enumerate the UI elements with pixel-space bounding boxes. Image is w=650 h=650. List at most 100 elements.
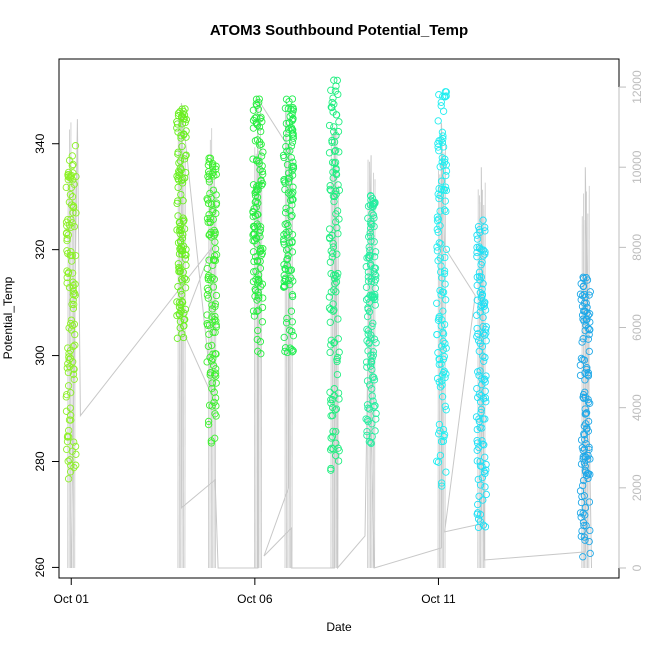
data-point [437, 268, 445, 276]
data-point [71, 251, 80, 260]
data-point [433, 247, 442, 255]
data-point [211, 302, 219, 311]
data-point [365, 405, 374, 413]
data-point [330, 306, 338, 314]
data-point [175, 265, 183, 273]
data-point [280, 333, 288, 342]
data-point [328, 158, 337, 167]
data-point [67, 319, 75, 328]
data-point [473, 425, 481, 434]
data-point [369, 397, 377, 405]
data-point [207, 437, 215, 445]
data-point [179, 197, 187, 205]
data-point [205, 175, 213, 183]
data-point [475, 371, 483, 380]
x-tick-label: Oct 01 [54, 592, 90, 606]
data-point [442, 167, 451, 175]
data-point [69, 365, 78, 373]
data-point [331, 280, 339, 288]
data-point [211, 252, 219, 260]
data-point [438, 393, 447, 401]
data-point [65, 198, 74, 206]
data-point [180, 316, 188, 324]
data-point [365, 298, 374, 306]
data-point [282, 119, 291, 128]
data-point [67, 215, 75, 224]
data-point [255, 278, 263, 286]
data-point [178, 142, 186, 151]
data-point [334, 181, 342, 189]
data-point [363, 431, 371, 440]
data-point [481, 298, 489, 306]
data-point [281, 344, 290, 352]
data-point [370, 268, 378, 276]
data-point [203, 214, 212, 223]
data-point [287, 142, 296, 150]
data-point [259, 245, 267, 253]
data-point [442, 468, 450, 476]
data-point [371, 290, 379, 299]
data-point [69, 281, 77, 290]
y-axis-left: 260 280 300 320 340 [33, 133, 60, 577]
data-point [65, 349, 73, 358]
data-point [66, 411, 75, 419]
data-point [579, 282, 587, 291]
data-point [211, 228, 219, 237]
data-point [69, 296, 77, 304]
data-point [325, 293, 334, 301]
data-point [583, 470, 591, 478]
data-point [326, 388, 334, 396]
data-point [481, 469, 489, 478]
data-point [578, 338, 586, 346]
data-point [584, 395, 592, 404]
data-point [478, 258, 486, 266]
data-point [70, 438, 78, 446]
y-axis-right: 0 2000 4000 6000 8000 10000 12000 [618, 70, 644, 571]
data-point [177, 306, 185, 314]
data-point [284, 189, 292, 197]
data-point [367, 351, 375, 359]
data-point [437, 360, 445, 368]
data-point [363, 363, 371, 371]
data-point [177, 132, 185, 140]
data-point [481, 331, 489, 339]
data-point [437, 240, 445, 248]
data-point [584, 474, 592, 483]
data-point [441, 155, 449, 163]
data-point [582, 409, 591, 417]
data-point [479, 329, 487, 338]
data-point [180, 155, 189, 163]
data-point [209, 208, 217, 216]
data-point [211, 256, 220, 265]
data-point [209, 186, 218, 194]
data-point [332, 405, 341, 413]
data-point [335, 148, 343, 156]
data-point [579, 518, 588, 527]
data-point [280, 283, 289, 291]
data-point [286, 146, 294, 155]
data-point [480, 376, 488, 384]
data-point [326, 225, 334, 233]
data-point [249, 155, 257, 163]
data-point [178, 234, 187, 242]
data-point [440, 430, 449, 439]
data-point [64, 382, 73, 390]
data-point [174, 260, 183, 268]
data-point [289, 164, 298, 172]
data-point [208, 341, 216, 350]
data-point [477, 273, 485, 281]
data-point [176, 222, 184, 231]
data-point [370, 278, 379, 286]
data-point [258, 162, 266, 170]
data-point [586, 399, 594, 407]
data-point [256, 166, 264, 174]
data-point [478, 290, 487, 299]
data-point [62, 230, 71, 238]
data-point [439, 355, 448, 363]
data-point [367, 438, 375, 447]
data-point [442, 92, 450, 100]
data-point [440, 270, 449, 278]
data-point [283, 147, 291, 155]
data-point [365, 339, 373, 348]
data-point [174, 148, 182, 156]
